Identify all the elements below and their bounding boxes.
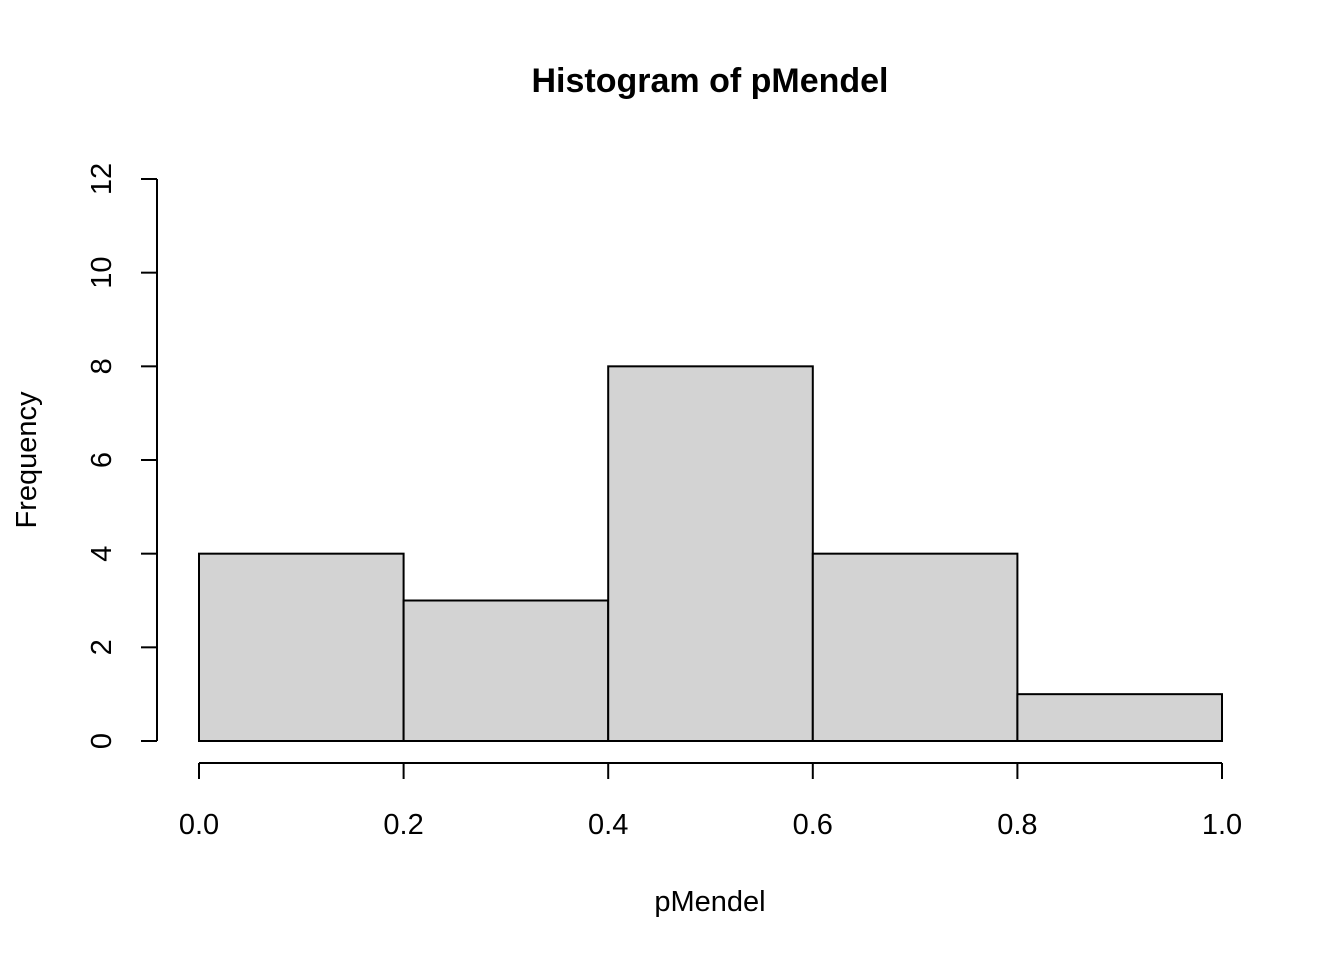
y-tick-label-4: 8 [86, 358, 118, 374]
y-tick-label-0: 0 [86, 733, 118, 749]
chart-title: Histogram of pMendel [531, 62, 888, 100]
x-tick-label-3: 0.6 [793, 809, 833, 841]
x-tick-label-2: 0.4 [588, 809, 628, 841]
y-axis: 0 2 4 6 8 10 12 [86, 163, 158, 749]
x-tick-label-1: 0.2 [383, 809, 423, 841]
x-tick-label-5: 1.0 [1202, 809, 1242, 841]
y-tick-label-1: 2 [86, 639, 118, 655]
y-tick-label-6: 12 [86, 163, 118, 195]
x-axis-label: pMendel [654, 886, 765, 918]
histogram-bars [198, 365, 1224, 743]
x-axis: 0.0 0.2 0.4 0.6 0.8 1.0 [179, 762, 1242, 841]
y-tick-label-3: 6 [86, 452, 118, 468]
y-axis-label: Frequency [11, 391, 43, 529]
x-tick-label-4: 0.8 [997, 809, 1037, 841]
histogram-bar-1 [402, 599, 610, 742]
histogram-bar-3 [811, 552, 1019, 743]
histogram-bar-2 [607, 365, 814, 742]
y-tick-label-5: 10 [86, 257, 118, 289]
y-tick-label-2: 4 [86, 546, 118, 562]
histogram-bar-0 [198, 552, 405, 743]
x-tick-label-0: 0.0 [179, 809, 219, 841]
histogram-bar-4 [1016, 693, 1224, 743]
